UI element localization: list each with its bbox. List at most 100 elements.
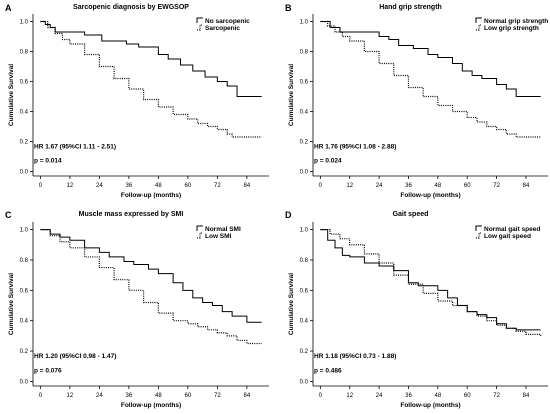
y-tick-label: 0.8	[300, 258, 309, 264]
y-tick-label: 0.0	[300, 379, 309, 385]
x-tick-label: 60	[464, 393, 471, 399]
legend-swatch-solid	[196, 225, 203, 231]
x-axis-title: Follow-up (months)	[121, 192, 181, 199]
x-tick-label: 24	[96, 393, 103, 399]
legend-swatch-solid	[475, 17, 482, 23]
legend-label: Low SMI	[205, 233, 232, 240]
x-tick-label: 60	[464, 183, 471, 189]
panel-d: D Gait speed 0.0 0.2 0.4 0.6 0.8 1.0 0 12 24 36 48 60…	[285, 210, 548, 409]
y-tick-label: 0.4	[20, 110, 29, 116]
y-tick-label: 1.0	[300, 20, 309, 26]
x-tick-label: 72	[214, 183, 221, 189]
y-tick-label: 0.8	[300, 50, 309, 56]
x-tick-label: 0	[39, 393, 43, 399]
y-tick-label: 0.0	[20, 170, 29, 176]
panel-title: Hand grip strength	[379, 4, 442, 11]
series-line-reference	[320, 229, 541, 331]
y-tick-label: 0.4	[20, 319, 29, 325]
panel-letter: B	[285, 3, 292, 13]
y-tick-label: 0.2	[300, 140, 309, 146]
x-tick-label: 72	[493, 393, 500, 399]
hazard-ratio-text: HR 1.18 (95%CI 0.73 - 1.88)	[314, 353, 396, 360]
x-axis-title: Follow-up (months)	[121, 402, 181, 409]
x-axis-title: Follow-up (months)	[400, 192, 460, 199]
x-tick-label: 84	[244, 183, 251, 189]
series-line-reference	[40, 229, 262, 323]
x-tick-label: 48	[155, 393, 162, 399]
y-tick-label: 0.6	[300, 288, 309, 294]
x-tick-label: 60	[185, 393, 192, 399]
x-tick-label: 48	[155, 183, 162, 189]
x-tick-label: 24	[376, 183, 383, 189]
y-tick-label: 0.8	[20, 50, 29, 56]
panel-letter: C	[5, 210, 12, 220]
legend-swatch-solid	[196, 17, 203, 23]
y-axis-title: Cumulative Survival	[288, 273, 295, 335]
x-tick-label: 84	[523, 393, 530, 399]
x-tick-label: 36	[126, 393, 133, 399]
x-tick-label: 24	[376, 393, 383, 399]
x-tick-label: 84	[523, 183, 530, 189]
p-value-text: p = 0.024	[314, 158, 342, 165]
y-tick-label: 0.2	[300, 349, 309, 355]
y-axis-title: Cumulative Survival	[8, 64, 15, 126]
y-tick-label: 0.2	[20, 140, 29, 146]
x-tick-label: 72	[493, 183, 500, 189]
x-tick-label: 12	[67, 183, 74, 189]
panel-c: C Muscle mass expressed by SMI 0.0 0.2 0.4 0.…	[5, 210, 269, 409]
legend-swatch-dotted	[476, 232, 482, 239]
p-value-text: p = 0.486	[314, 367, 342, 374]
panel-a: A Sarcopenic diagnosis by EWGSOP 0.0 0.2 0.4…	[5, 3, 269, 199]
y-axis-title: Cumulative Survival	[8, 273, 15, 335]
x-tick-label: 0	[319, 183, 323, 189]
legend-swatch-dotted	[476, 24, 482, 31]
panel-title: Gait speed	[393, 211, 429, 218]
x-tick-label: 84	[244, 393, 251, 399]
y-tick-label: 0.4	[300, 319, 309, 325]
p-value-text: p = 0.014	[34, 158, 62, 165]
x-tick-label: 0	[39, 183, 43, 189]
x-tick-label: 12	[346, 183, 353, 189]
legend-swatch-dotted	[197, 24, 203, 31]
legend-swatch-dotted	[197, 232, 203, 239]
hazard-ratio-text: HR 1.20 (95%CI 0.98 - 1.47)	[34, 353, 116, 360]
hazard-ratio-text: HR 1.67 (95%CI 1.11 - 2.51)	[34, 143, 116, 150]
y-axis-title: Cumulative Survival	[288, 64, 295, 126]
y-tick-label: 1.0	[20, 20, 29, 26]
y-tick-label: 0.4	[300, 110, 309, 116]
x-axis-title: Follow-up (months)	[400, 402, 460, 409]
y-tick-label: 1.0	[300, 228, 309, 234]
legend-swatch-solid	[475, 225, 482, 231]
series-line-comparison	[40, 20, 262, 138]
legend-label: Low gait speed	[484, 233, 531, 240]
y-tick-label: 1.0	[20, 228, 29, 234]
x-tick-label: 0	[319, 393, 323, 399]
legend-label: Normal grip strength	[484, 18, 548, 25]
x-tick-label: 24	[96, 183, 103, 189]
x-tick-label: 36	[405, 393, 412, 399]
y-tick-label: 0.6	[20, 288, 29, 294]
y-tick-label: 0.2	[20, 349, 29, 355]
x-tick-label: 48	[435, 183, 442, 189]
panel-title: Sarcopenic diagnosis by EWGSOP	[73, 4, 189, 11]
series-line-comparison	[40, 228, 262, 345]
y-tick-label: 0.0	[300, 170, 309, 176]
x-tick-label: 48	[435, 393, 442, 399]
panel-b: B Hand grip strength 0.0 0.2 0.4 0.6 0.8 1.0 0 12…	[285, 3, 548, 199]
x-tick-label: 36	[126, 183, 133, 189]
legend-label: No sarcopenic	[205, 18, 250, 25]
series-line-reference	[40, 21, 262, 97]
y-tick-label: 0.8	[20, 258, 29, 264]
x-tick-label: 36	[405, 183, 412, 189]
panel-letter: D	[285, 210, 292, 220]
x-tick-label: 12	[67, 393, 74, 399]
legend-label: Normal gait speed	[484, 226, 540, 233]
x-tick-label: 12	[346, 393, 353, 399]
series-line-reference	[320, 21, 541, 97]
panel-title: Muscle mass expressed by SMI	[79, 211, 184, 218]
legend-label: Low grip strength	[484, 25, 539, 32]
panel-letter: A	[5, 3, 12, 13]
p-value-text: p = 0.076	[34, 367, 62, 374]
x-tick-label: 72	[214, 393, 221, 399]
